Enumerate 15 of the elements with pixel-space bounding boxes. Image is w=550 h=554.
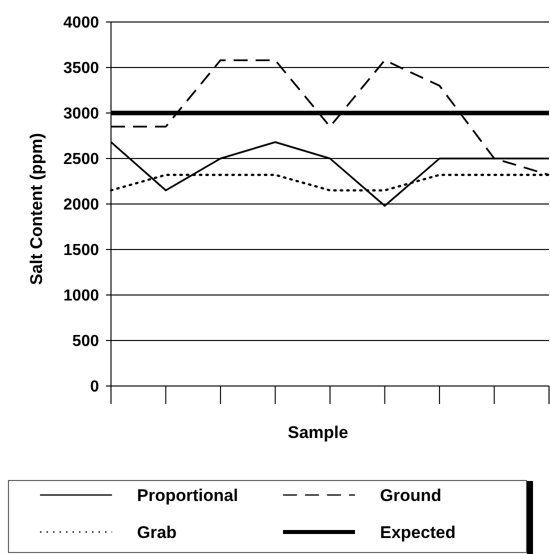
legend-label: Grab	[137, 522, 177, 542]
y-tick-label: 3500	[63, 60, 100, 78]
legend-label: Expected	[380, 522, 456, 542]
y-tick-label: 3000	[63, 106, 100, 123]
y-tick-label: 0	[90, 378, 100, 396]
legend-label: Ground	[380, 486, 442, 505]
y-axis-title: Salt Content (ppm)	[27, 132, 46, 286]
y-tick-label: 2000	[63, 196, 100, 214]
y-tick-label: 1500	[63, 242, 100, 260]
y-tick-label: 2500	[63, 151, 100, 168]
x-axis-title: Sample	[288, 423, 348, 442]
y-tick-label: 1000	[63, 288, 100, 305]
y-tick-label: 500	[72, 333, 100, 350]
y-tick-label: 4000	[63, 14, 100, 32]
legend-label: Proportional	[137, 486, 238, 505]
